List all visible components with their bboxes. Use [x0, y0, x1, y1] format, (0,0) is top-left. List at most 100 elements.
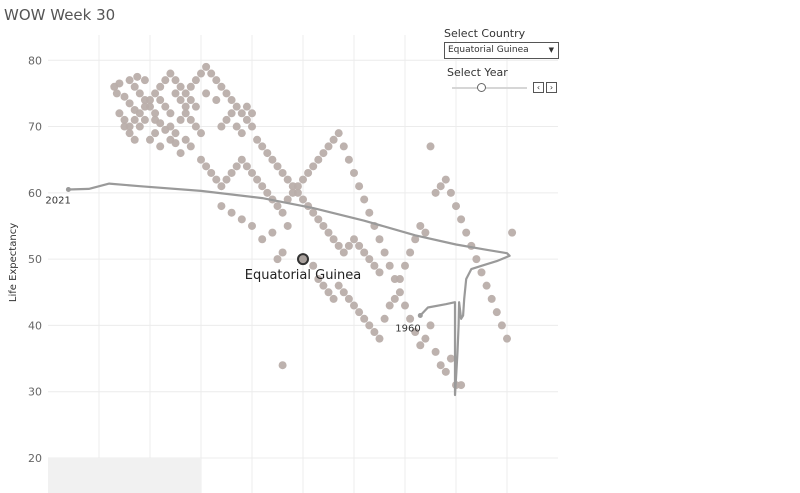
data-point: [115, 79, 124, 88]
year-slider-track: [452, 87, 527, 89]
data-point: [222, 175, 231, 184]
data-point: [151, 109, 160, 118]
data-point: [273, 202, 282, 211]
data-point: [304, 168, 313, 177]
data-point: [339, 142, 348, 151]
data-point: [242, 115, 251, 124]
data-point: [227, 168, 236, 177]
data-point: [181, 109, 190, 118]
data-point: [130, 82, 139, 91]
country-dropdown-value: Equatorial Guinea: [448, 45, 529, 55]
data-point: [416, 341, 425, 350]
data-point: [120, 92, 129, 101]
data-point: [431, 188, 440, 197]
data-point: [360, 314, 369, 323]
data-point: [426, 142, 435, 151]
data-point: [350, 301, 358, 310]
data-point: [186, 115, 195, 124]
data-point: [248, 168, 256, 177]
data-point: [186, 142, 195, 151]
chart-labels: Equatorial Guinea 1960 2021: [45, 196, 420, 335]
data-point: [248, 109, 256, 118]
data-point: [135, 89, 144, 98]
trail-start-dot: [417, 312, 423, 318]
data-point: [171, 89, 180, 98]
data-point: [125, 129, 134, 138]
data-point: [232, 102, 241, 111]
data-point: [232, 122, 241, 131]
data-point: [166, 122, 175, 131]
data-point: [390, 294, 399, 303]
data-point: [355, 182, 364, 191]
data-point: [299, 195, 307, 204]
data-point: [176, 115, 185, 124]
data-point: [314, 215, 323, 224]
data-point: [375, 268, 384, 277]
data-point: [375, 334, 384, 343]
data-point: [375, 235, 384, 244]
data-point: [202, 162, 211, 171]
data-point: [406, 248, 415, 257]
data-point: [319, 281, 328, 290]
data-point: [365, 208, 374, 217]
data-point: [217, 202, 226, 211]
data-point: [401, 261, 409, 270]
data-point: [222, 115, 231, 124]
trail-start-label: 1960: [395, 323, 420, 334]
data-point: [350, 168, 358, 177]
data-point: [314, 155, 323, 164]
data-point: [334, 281, 343, 290]
data-point: [503, 334, 511, 343]
data-point: [227, 109, 236, 118]
data-point: [344, 241, 353, 250]
data-point: [242, 102, 251, 111]
year-prev-button[interactable]: ‹: [533, 82, 544, 93]
data-point: [482, 281, 491, 290]
data-point: [125, 99, 134, 108]
country-dropdown[interactable]: Equatorial Guinea ▼: [444, 42, 559, 59]
data-point: [339, 248, 348, 257]
data-point: [421, 228, 430, 237]
data-point: [344, 294, 353, 303]
chevron-right-icon: ›: [549, 83, 554, 92]
data-point: [191, 122, 200, 131]
data-point: [401, 301, 409, 310]
data-point: [492, 308, 501, 317]
chart-grid: [48, 35, 558, 493]
data-point: [130, 135, 139, 144]
data-point: [176, 82, 185, 91]
data-point: [258, 182, 267, 191]
data-point: [248, 122, 256, 131]
data-point: [156, 119, 165, 128]
highlight-label: Equatorial Guinea: [245, 268, 362, 283]
data-point: [278, 208, 287, 217]
data-point: [370, 328, 379, 337]
data-point: [217, 82, 226, 91]
y-tick-label: 70: [28, 121, 42, 134]
y-axis-label: Life Expectancy: [8, 223, 19, 302]
data-point: [156, 142, 165, 151]
data-point: [112, 89, 121, 98]
year-slider-thumb[interactable]: [476, 83, 486, 92]
data-point: [146, 96, 154, 105]
data-point: [446, 188, 455, 197]
data-point: [324, 288, 333, 297]
data-point: [487, 294, 496, 303]
y-tick-label: 40: [28, 319, 42, 332]
data-point: [263, 188, 272, 197]
data-point: [135, 109, 144, 118]
year-slider[interactable]: [452, 82, 527, 94]
data-point: [283, 221, 292, 230]
data-point: [324, 228, 333, 237]
data-point: [370, 261, 379, 270]
data-point: [288, 188, 297, 197]
data-point: [508, 228, 517, 237]
data-point: [151, 89, 160, 98]
y-tick-label: 30: [28, 386, 42, 399]
data-point: [329, 235, 338, 244]
data-point: [166, 109, 175, 118]
y-tick-label: 20: [28, 452, 42, 465]
year-next-button[interactable]: ›: [546, 82, 557, 93]
data-point: [329, 135, 338, 144]
